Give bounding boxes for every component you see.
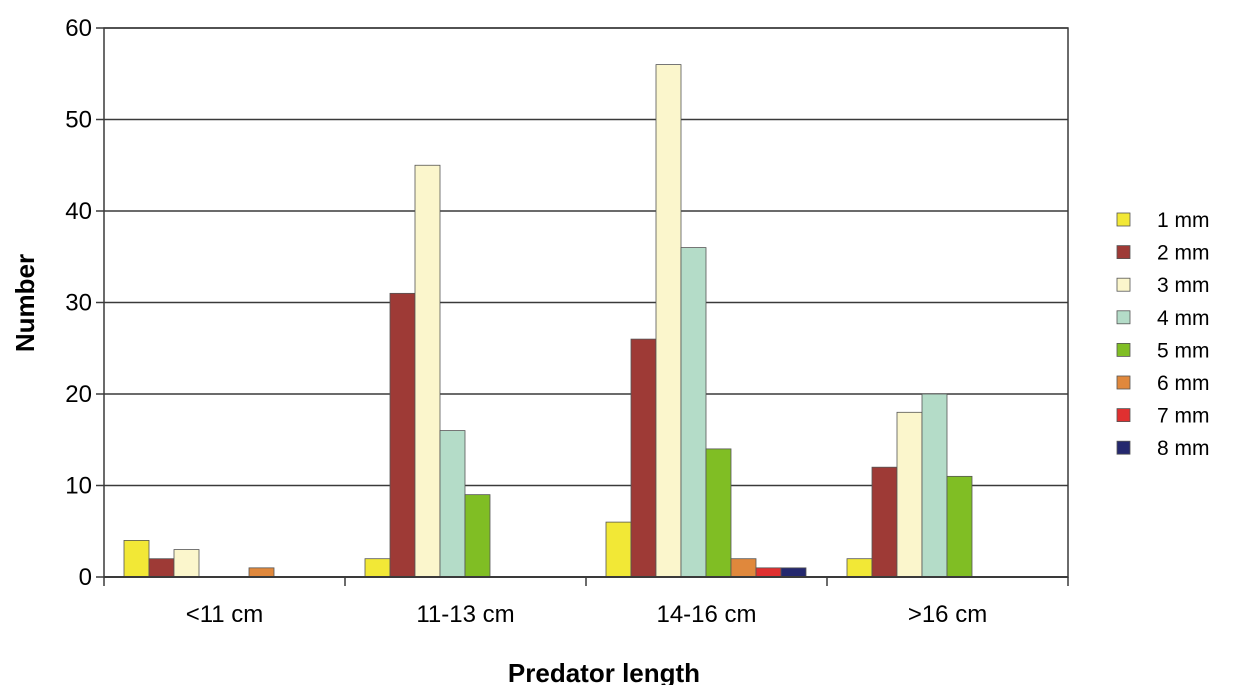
bar (896, 411, 923, 578)
legend-label: 3 mm (1157, 274, 1210, 297)
bar (946, 475, 973, 578)
bar (730, 558, 757, 578)
legend-item: 7 mm (1116, 405, 1210, 428)
legend-swatch (1116, 310, 1131, 325)
legend-swatch (1116, 440, 1131, 455)
legend-item: 6 mm (1116, 372, 1210, 395)
legend: 1 mm 2 mm 3 mm 4 mm 5 mm 6 mm 7 mm 8 mm (1116, 209, 1210, 460)
legend-item: 2 mm (1116, 242, 1210, 265)
bar (755, 567, 782, 578)
bar (439, 430, 466, 578)
legend-item: 8 mm (1116, 437, 1210, 460)
y-tick-label: 40 (65, 198, 92, 225)
legend-item: 4 mm (1116, 307, 1210, 330)
bar (248, 567, 275, 578)
bar (705, 448, 732, 578)
legend-label: 6 mm (1157, 372, 1210, 395)
bar (148, 558, 175, 578)
y-tick-label: 10 (65, 473, 92, 500)
legend-swatch (1116, 245, 1131, 260)
bar (630, 338, 657, 578)
bar (123, 540, 150, 578)
legend-label: 1 mm (1157, 209, 1210, 232)
legend-label: 2 mm (1157, 242, 1210, 265)
legend-item: 3 mm (1116, 274, 1210, 297)
legend-swatch (1116, 212, 1131, 227)
y-tick-label: 60 (65, 15, 92, 42)
x-axis-title: Predator length (508, 658, 700, 685)
bar (655, 64, 682, 578)
legend-label: 7 mm (1157, 405, 1210, 428)
bar (389, 292, 416, 578)
legend-swatch (1116, 277, 1131, 292)
legend-swatch (1116, 342, 1131, 357)
bar (605, 521, 632, 578)
y-tick-label: 20 (65, 381, 92, 408)
x-tick-label: 14-16 cm (656, 601, 756, 628)
bar (871, 466, 898, 578)
legend-swatch (1116, 375, 1131, 390)
x-tick-label: 11-13 cm (416, 601, 514, 628)
bar (364, 558, 391, 578)
bars (123, 64, 973, 578)
bar (414, 164, 441, 578)
y-axis-title: Number (10, 254, 40, 352)
y-tick-label: 30 (65, 290, 92, 317)
bar (680, 247, 707, 578)
legend-item: 1 mm (1116, 209, 1210, 232)
bar (846, 558, 873, 578)
legend-swatch (1116, 408, 1131, 423)
legend-item: 5 mm (1116, 339, 1210, 362)
y-tick-label: 50 (65, 107, 92, 134)
y-tick-label: 0 (79, 564, 92, 591)
bar (921, 393, 948, 578)
legend-label: 8 mm (1157, 437, 1210, 460)
legend-label: 5 mm (1157, 339, 1210, 362)
bar (464, 494, 491, 578)
legend-label: 4 mm (1157, 307, 1210, 330)
x-tick-label: >16 cm (908, 601, 987, 628)
y-tick-labels: 0 10 20 30 40 50 60 (65, 15, 92, 591)
x-tick-label: <11 cm (186, 601, 264, 628)
bar (173, 549, 200, 578)
axes (96, 27, 1069, 586)
bar (780, 567, 807, 578)
x-tick-labels: <11 cm 11-13 cm 14-16 cm >16 cm (186, 601, 987, 628)
